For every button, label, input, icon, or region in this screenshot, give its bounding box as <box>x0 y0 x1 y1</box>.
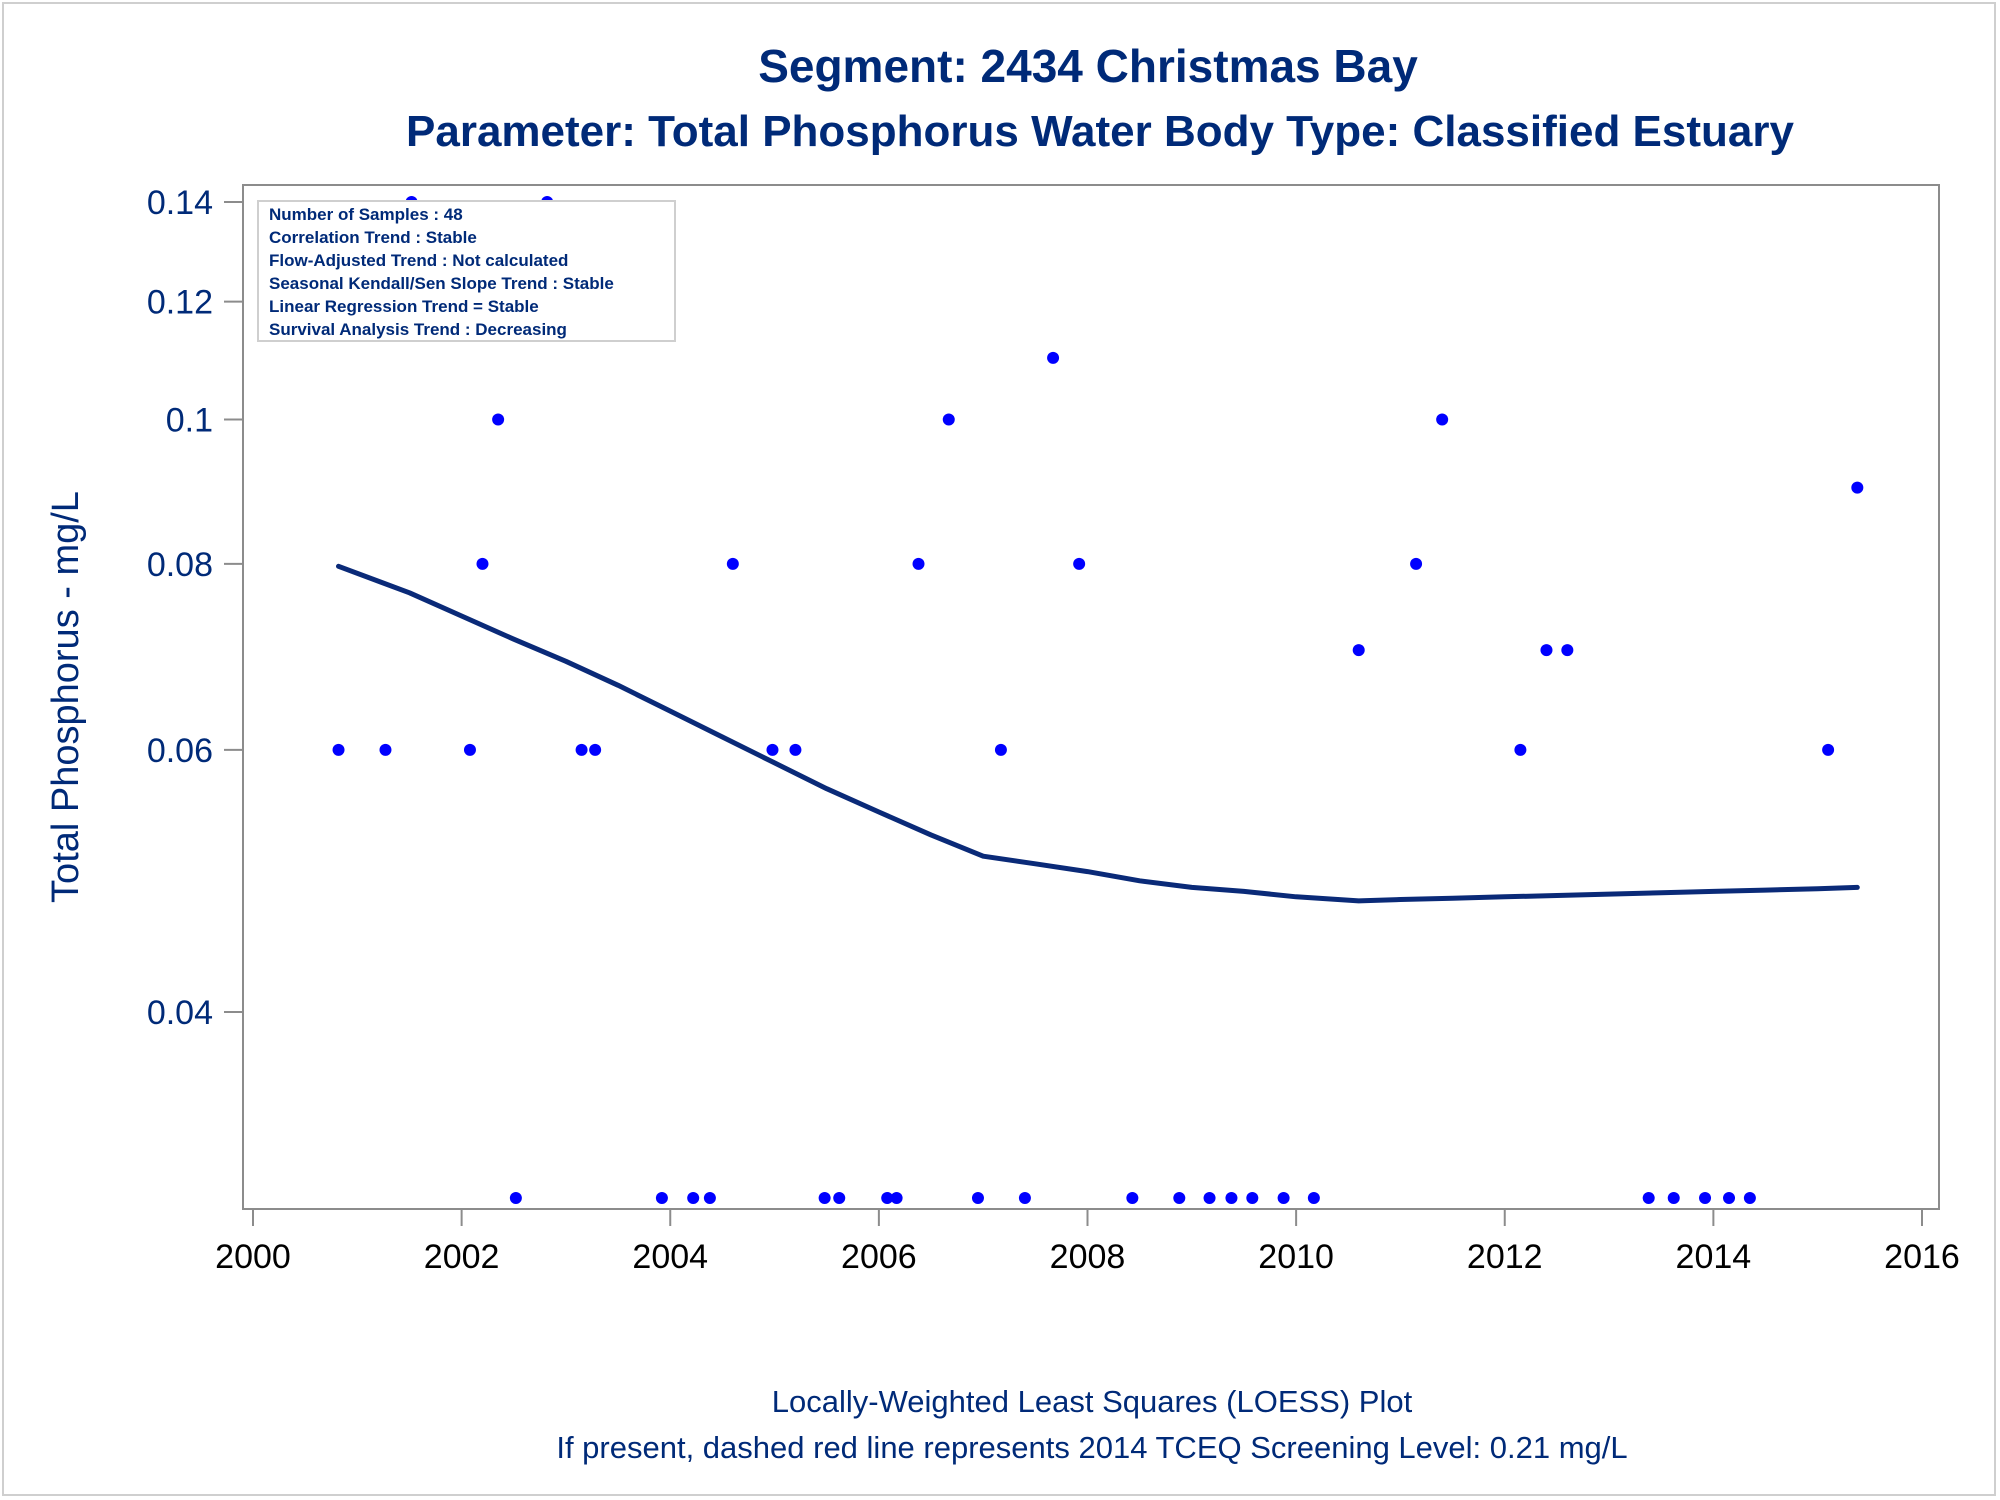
sample-point <box>1225 1192 1238 1204</box>
trend-summary-line: Flow-Adjusted Trend : Not calculated <box>269 251 568 270</box>
x-tick-label: 2000 <box>215 1238 291 1276</box>
sample-point <box>332 743 345 756</box>
y-tick-label: 0.1 <box>166 402 213 440</box>
sample-point <box>1018 1192 1031 1204</box>
trend-summary-box: Number of Samples : 48 Correlation Trend… <box>257 200 676 342</box>
x-tick-label: 2016 <box>1884 1238 1960 1276</box>
sample-point <box>1699 1192 1712 1204</box>
sample-point <box>1126 1192 1139 1204</box>
sample-point <box>703 1192 716 1204</box>
sample-point <box>766 743 779 756</box>
sample-point <box>1514 743 1527 756</box>
x-tick-label: 2008 <box>1050 1238 1126 1276</box>
sample-point <box>1246 1192 1259 1204</box>
y-tick-label: 0.04 <box>147 994 213 1032</box>
footnote-screening-level: If present, dashed red line represents 2… <box>556 1430 1627 1465</box>
sample-point <box>789 743 802 756</box>
x-tick-label: 2004 <box>632 1238 708 1276</box>
sample-point <box>687 1192 700 1204</box>
sample-point <box>726 557 739 570</box>
sample-point <box>890 1192 903 1204</box>
sample-point <box>994 743 1007 756</box>
sample-point <box>589 743 602 756</box>
trend-summary-line: Correlation Trend : Stable <box>269 228 477 247</box>
x-tick-label: 2014 <box>1676 1238 1752 1276</box>
y-axis: 0.04 0.06 0.08 0.1 0.12 0.14 <box>147 184 243 1032</box>
x-tick-label: 2010 <box>1258 1238 1334 1276</box>
sample-point <box>509 1192 522 1204</box>
sample-point <box>1642 1192 1655 1204</box>
trend-summary-frame <box>257 200 676 342</box>
sample-points <box>332 196 1864 1204</box>
trend-summary-line: Number of Samples : 48 <box>269 205 463 224</box>
sample-point <box>1047 351 1060 364</box>
sample-point <box>1352 644 1365 657</box>
loess-trend-line <box>336 563 1860 904</box>
trend-summary-line: Survival Analysis Trend : Decreasing <box>269 320 567 339</box>
sample-point <box>833 1192 846 1204</box>
y-tick-label: 0.08 <box>147 546 213 584</box>
footnote-loess: Locally-Weighted Least Squares (LOESS) P… <box>772 1384 1413 1419</box>
sample-point <box>881 1192 894 1204</box>
trend-summary-line: Linear Regression Trend = Stable <box>269 297 539 316</box>
sample-point <box>1743 1192 1756 1204</box>
x-axis: 2000 2002 2004 2006 2008 2010 2012 2014 2016 <box>215 1209 1960 1276</box>
chart-subtitle: Parameter: Total Phosphorus Water Body T… <box>406 107 1794 156</box>
sample-point <box>655 1192 668 1204</box>
sample-point <box>575 743 588 756</box>
sample-point <box>912 557 925 570</box>
sample-point <box>1410 557 1423 570</box>
sample-point <box>1723 1192 1736 1204</box>
sample-point <box>492 413 505 426</box>
trend-summary-line: Seasonal Kendall/Sen Slope Trend : Stabl… <box>269 274 614 293</box>
loess-line-group <box>336 563 1860 904</box>
chart-title: Segment: 2434 Christmas Bay <box>758 40 1418 92</box>
sample-point <box>1561 644 1574 657</box>
sample-point <box>463 743 476 756</box>
x-tick-label: 2006 <box>841 1238 917 1276</box>
sample-point <box>1540 644 1553 657</box>
y-tick-label: 0.14 <box>147 184 213 222</box>
sample-point <box>818 1192 831 1204</box>
x-tick-label: 2012 <box>1467 1238 1543 1276</box>
sample-point <box>1436 413 1449 426</box>
sample-point <box>1307 1192 1320 1204</box>
sample-point <box>1822 743 1835 756</box>
sample-point <box>1851 481 1864 494</box>
sample-point <box>1173 1192 1186 1204</box>
sample-point <box>1277 1192 1290 1204</box>
x-tick-label: 2002 <box>424 1238 500 1276</box>
sample-point <box>1667 1192 1680 1204</box>
sample-point <box>942 413 955 426</box>
sample-point <box>1203 1192 1216 1204</box>
sample-point <box>971 1192 984 1204</box>
y-axis-label: Total Phosphorus - mg/L <box>45 491 87 903</box>
sample-point <box>476 557 489 570</box>
y-tick-label: 0.12 <box>147 284 213 322</box>
sample-point <box>379 743 392 756</box>
plot-area <box>242 184 1940 1210</box>
y-tick-label: 0.06 <box>147 732 213 770</box>
sample-point <box>1073 557 1086 570</box>
